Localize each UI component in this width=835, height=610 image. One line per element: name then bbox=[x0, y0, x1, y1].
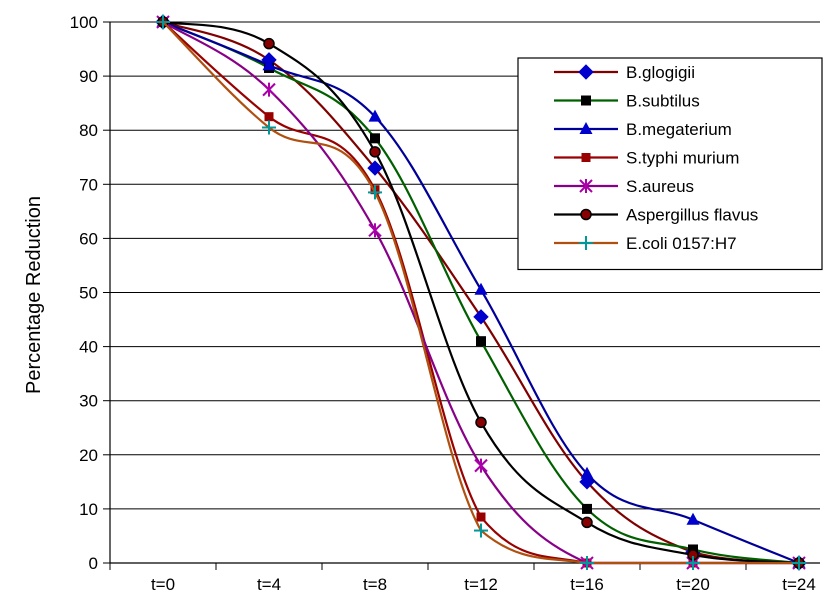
x-tick-label: t=8 bbox=[363, 575, 387, 594]
y-tick-label: 90 bbox=[79, 67, 98, 86]
data-point bbox=[370, 133, 380, 143]
data-point bbox=[475, 459, 487, 473]
legend-label: B.glogigii bbox=[626, 63, 695, 82]
marker-circle bbox=[264, 39, 274, 49]
legend-marker bbox=[582, 153, 591, 162]
y-tick-label: 70 bbox=[79, 175, 98, 194]
marker-diamond bbox=[474, 310, 488, 324]
y-tick-label: 100 bbox=[70, 13, 98, 32]
marker-square bbox=[581, 96, 591, 106]
legend-marker bbox=[581, 96, 591, 106]
marker-square bbox=[582, 153, 591, 162]
x-tick-label: t=16 bbox=[570, 575, 604, 594]
data-point bbox=[582, 517, 592, 527]
x-tick-label: t=20 bbox=[676, 575, 710, 594]
data-point bbox=[263, 83, 275, 97]
legend-label: E.coli 0157:H7 bbox=[626, 234, 737, 253]
marker-square bbox=[370, 133, 380, 143]
marker-circle bbox=[582, 517, 592, 527]
x-tick-label: t=4 bbox=[257, 575, 281, 594]
marker-square bbox=[265, 112, 274, 121]
legend-label: B.megaterium bbox=[626, 120, 732, 139]
data-point bbox=[370, 147, 380, 157]
marker-circle bbox=[476, 417, 486, 427]
y-tick-label: 80 bbox=[79, 121, 98, 140]
x-tick-label: t=0 bbox=[151, 575, 175, 594]
legend-label: Aspergillus flavus bbox=[626, 206, 758, 225]
data-point bbox=[265, 112, 274, 121]
y-axis-title: Percentage Reduction bbox=[23, 196, 45, 394]
data-point bbox=[582, 504, 592, 514]
data-point bbox=[474, 310, 488, 324]
marker-square bbox=[477, 513, 486, 522]
y-tick-label: 50 bbox=[79, 284, 98, 303]
y-tick-label: 20 bbox=[79, 446, 98, 465]
legend-label: S.typhi murium bbox=[626, 149, 739, 168]
data-point bbox=[264, 39, 274, 49]
marker-circle bbox=[370, 147, 380, 157]
marker-circle bbox=[581, 210, 591, 220]
y-tick-label: 30 bbox=[79, 392, 98, 411]
data-point bbox=[476, 417, 486, 427]
y-tick-label: 60 bbox=[79, 229, 98, 248]
legend-label: S.aureus bbox=[626, 177, 694, 196]
legend-label: B.subtilus bbox=[626, 92, 700, 111]
y-tick-label: 40 bbox=[79, 338, 98, 357]
marker-square bbox=[582, 504, 592, 514]
marker-square bbox=[476, 336, 486, 346]
data-point bbox=[369, 223, 381, 237]
y-tick-label: 0 bbox=[89, 554, 98, 573]
marker-triangle bbox=[475, 283, 488, 295]
y-tick-label: 10 bbox=[79, 500, 98, 519]
legend-marker bbox=[581, 210, 591, 220]
data-point bbox=[477, 513, 486, 522]
data-point bbox=[475, 283, 488, 295]
data-point bbox=[476, 336, 486, 346]
x-tick-label: t=24 bbox=[782, 575, 816, 594]
x-tick-label: t=12 bbox=[464, 575, 498, 594]
legend: B.glogigii B.subtilus B.megaterium S.typhi … bbox=[518, 58, 822, 270]
